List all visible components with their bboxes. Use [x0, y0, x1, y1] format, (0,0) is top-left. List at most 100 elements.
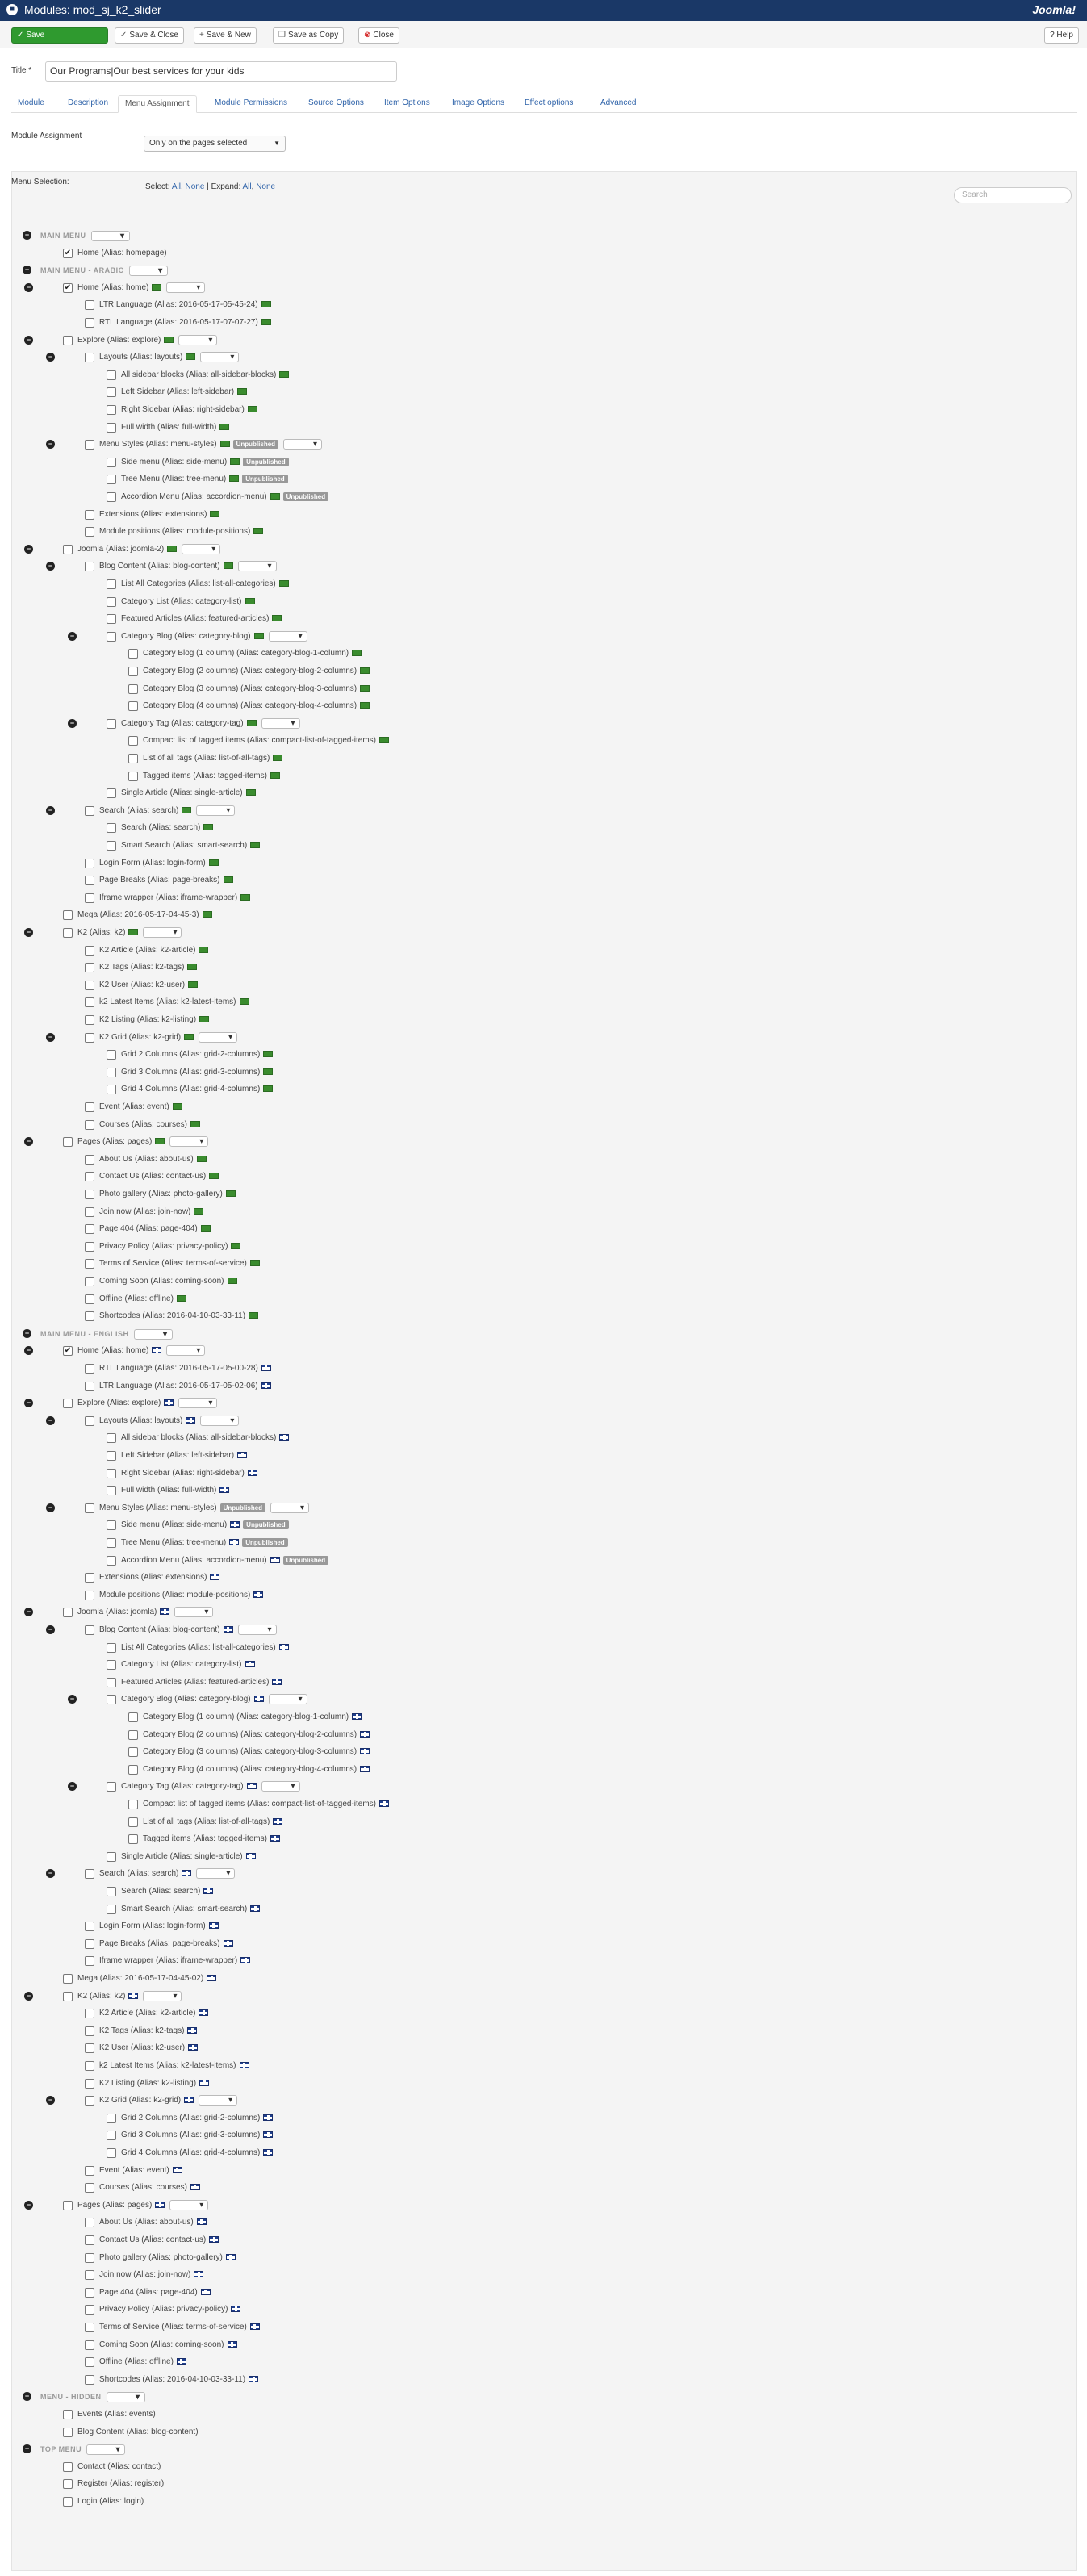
tab-source-options[interactable]: Source Options — [308, 98, 364, 107]
menu-item-checkbox[interactable] — [85, 946, 94, 956]
menu-item-checkbox[interactable] — [85, 1277, 94, 1286]
menu-item-checkbox[interactable] — [85, 2079, 94, 2089]
menu-item-checkbox[interactable]: ✔ — [63, 283, 73, 293]
item-options-dropdown[interactable] — [178, 334, 218, 347]
search-input[interactable]: Search — [954, 187, 1072, 203]
menu-item-checkbox[interactable] — [128, 684, 138, 694]
menu-item-checkbox[interactable] — [128, 754, 138, 763]
collapse-toggle-icon[interactable]: − — [46, 1416, 55, 1425]
collapse-toggle-icon[interactable]: − — [23, 266, 31, 274]
menu-item-checkbox[interactable] — [107, 1469, 116, 1478]
menu-item-checkbox[interactable] — [128, 1747, 138, 1757]
menu-item-checkbox[interactable] — [63, 1399, 73, 1408]
menu-item-checkbox[interactable] — [85, 1939, 94, 1949]
menu-item-checkbox[interactable] — [107, 597, 116, 607]
menu-item-checkbox[interactable] — [107, 788, 116, 798]
collapse-toggle-icon[interactable]: − — [24, 1346, 33, 1355]
menu-item-checkbox[interactable] — [107, 1433, 116, 1443]
menu-item-checkbox[interactable] — [85, 893, 94, 903]
group-options-dropdown[interactable] — [86, 2444, 126, 2457]
collapse-toggle-icon[interactable]: − — [68, 1782, 77, 1791]
title-input[interactable]: Our Programs|Our best services for your … — [45, 61, 397, 82]
menu-item-checkbox[interactable] — [85, 2305, 94, 2315]
select-all-link[interactable]: All — [171, 182, 181, 191]
tab-effect-options[interactable]: Effect options — [525, 98, 574, 107]
collapse-toggle-icon[interactable]: − — [46, 1625, 55, 1634]
menu-item-checkbox[interactable]: ✔ — [63, 1346, 73, 1356]
menu-item-checkbox[interactable] — [63, 910, 73, 920]
menu-item-checkbox[interactable]: ✔ — [63, 249, 73, 258]
group-options-dropdown[interactable] — [90, 230, 130, 243]
menu-item-checkbox[interactable] — [85, 2357, 94, 2367]
collapse-toggle-icon[interactable]: − — [68, 632, 77, 641]
item-options-dropdown[interactable] — [178, 1397, 218, 1410]
menu-item-checkbox[interactable] — [107, 370, 116, 380]
menu-item-checkbox[interactable] — [128, 1817, 138, 1827]
menu-item-checkbox[interactable] — [107, 632, 116, 642]
item-options-dropdown[interactable] — [196, 805, 236, 818]
close-button[interactable]: ⊗ Close — [358, 27, 399, 44]
collapse-toggle-icon[interactable]: − — [46, 1869, 55, 1878]
item-options-dropdown[interactable] — [200, 1415, 240, 1428]
menu-item-checkbox[interactable] — [107, 1782, 116, 1792]
menu-item-checkbox[interactable] — [85, 510, 94, 520]
menu-item-checkbox[interactable] — [85, 1922, 94, 1931]
tab-description[interactable]: Description — [68, 98, 109, 107]
item-options-dropdown[interactable] — [199, 1031, 238, 1044]
menu-item-checkbox[interactable] — [63, 336, 73, 345]
group-options-dropdown[interactable] — [106, 2391, 145, 2404]
menu-item-checkbox[interactable] — [85, 963, 94, 972]
collapse-toggle-icon[interactable]: − — [24, 928, 33, 937]
menu-item-checkbox[interactable] — [107, 1678, 116, 1687]
item-options-dropdown[interactable] — [237, 560, 277, 573]
menu-item-checkbox[interactable] — [107, 1643, 116, 1653]
menu-item-checkbox[interactable] — [85, 2218, 94, 2227]
item-options-dropdown[interactable] — [143, 1990, 182, 2003]
menu-item-checkbox[interactable] — [85, 2043, 94, 2053]
menu-item-checkbox[interactable] — [63, 545, 73, 554]
expand-all-link[interactable]: All — [242, 182, 252, 191]
save-button[interactable]: ✓ Save — [11, 27, 108, 44]
menu-item-checkbox[interactable] — [63, 1608, 73, 1617]
menu-item-checkbox[interactable] — [107, 1905, 116, 1914]
menu-item-checkbox[interactable] — [63, 2428, 73, 2437]
item-options-dropdown[interactable] — [268, 630, 307, 643]
tab-module[interactable]: Module — [18, 98, 44, 107]
menu-item-checkbox[interactable] — [128, 1765, 138, 1775]
collapse-toggle-icon[interactable]: − — [24, 1992, 33, 2001]
menu-item-checkbox[interactable] — [85, 981, 94, 990]
collapse-toggle-icon[interactable]: − — [46, 806, 55, 815]
menu-item-checkbox[interactable] — [107, 841, 116, 851]
collapse-toggle-icon[interactable]: − — [46, 1033, 55, 1042]
menu-item-checkbox[interactable] — [63, 2479, 73, 2489]
menu-item-checkbox[interactable] — [63, 1992, 73, 2001]
menu-item-checkbox[interactable] — [63, 1974, 73, 1984]
menu-item-checkbox[interactable] — [85, 2235, 94, 2245]
menu-item-checkbox[interactable] — [85, 2323, 94, 2332]
menu-item-checkbox[interactable] — [85, 1102, 94, 1112]
collapse-toggle-icon[interactable]: − — [24, 1137, 33, 1146]
menu-item-checkbox[interactable] — [107, 1050, 116, 1060]
menu-item-checkbox[interactable] — [107, 1538, 116, 1548]
group-options-dropdown[interactable] — [133, 1328, 173, 1341]
menu-item-checkbox[interactable] — [107, 1887, 116, 1896]
menu-item-checkbox[interactable] — [85, 1259, 94, 1269]
collapse-toggle-icon[interactable]: − — [24, 2201, 33, 2210]
collapse-toggle-icon[interactable]: − — [46, 353, 55, 362]
collapse-toggle-icon[interactable]: − — [23, 1329, 31, 1338]
menu-item-checkbox[interactable] — [85, 1120, 94, 1130]
menu-item-checkbox[interactable] — [85, 1382, 94, 1391]
group-options-dropdown[interactable] — [128, 265, 168, 278]
menu-item-checkbox[interactable] — [107, 405, 116, 415]
menu-item-checkbox[interactable] — [107, 1695, 116, 1704]
collapse-toggle-icon[interactable]: − — [46, 562, 55, 571]
item-options-dropdown[interactable] — [261, 1780, 300, 1793]
menu-item-checkbox[interactable] — [107, 2148, 116, 2158]
menu-item-checkbox[interactable] — [85, 2340, 94, 2350]
module-assignment-select[interactable]: Only on the pages selected ▼ — [144, 136, 286, 152]
item-options-dropdown[interactable] — [270, 1502, 310, 1515]
menu-item-checkbox[interactable] — [107, 423, 116, 433]
menu-item-checkbox[interactable] — [85, 2096, 94, 2106]
menu-item-checkbox[interactable] — [107, 1451, 116, 1461]
menu-item-checkbox[interactable] — [85, 318, 94, 328]
